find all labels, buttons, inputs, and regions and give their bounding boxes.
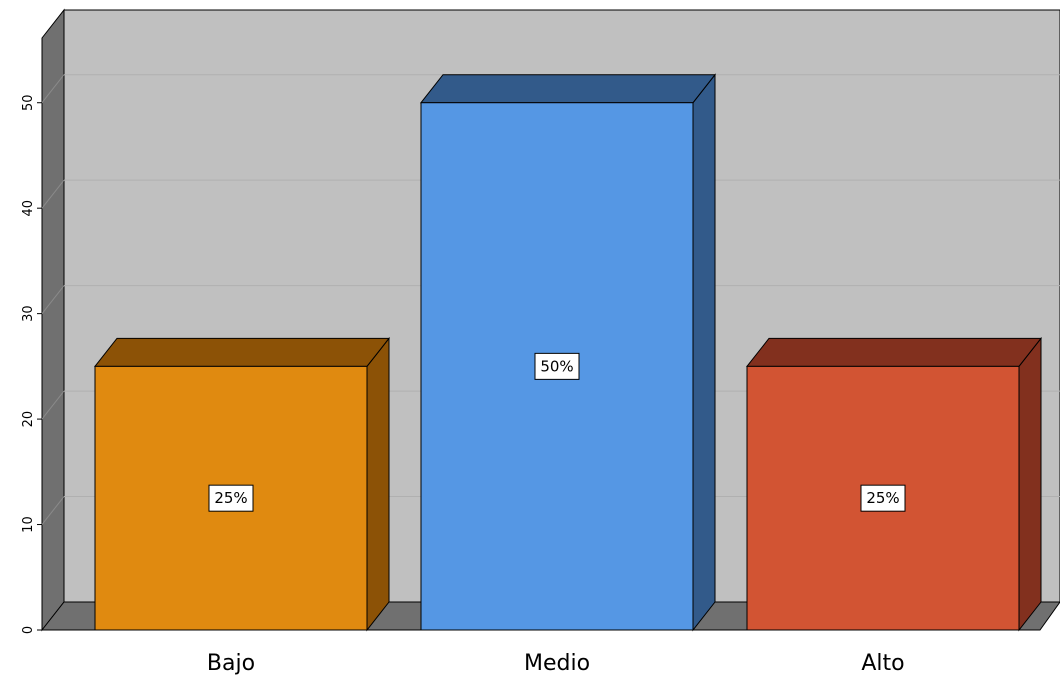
x-tick-label: Alto	[861, 651, 904, 676]
bar-alto	[745, 336, 1043, 632]
gridline-side	[41, 496, 65, 525]
y-tick-label: 20	[21, 411, 36, 428]
bar-side	[366, 336, 390, 632]
y-tick-label: 40	[21, 200, 36, 217]
data-label: 50%	[534, 352, 580, 380]
x-tick-label: Bajo	[207, 651, 255, 676]
left-wall	[41, 8, 65, 632]
bar-side	[1018, 336, 1042, 632]
bar-top	[93, 337, 391, 367]
x-axis: Bajo Medio Alto	[207, 651, 905, 676]
bar-bajo	[93, 336, 391, 632]
y-tick-label: 0	[21, 626, 36, 634]
gridline-side	[41, 285, 65, 314]
data-label-text: 25%	[866, 489, 899, 507]
data-label-box	[208, 484, 254, 512]
bar-top	[745, 337, 1043, 367]
x-tick-label: Medio	[524, 651, 590, 676]
gridline-side	[41, 74, 65, 104]
y-axis: 0 10 20 30 40 50	[21, 94, 42, 634]
data-label-text: 25%	[214, 489, 247, 507]
data-label-text: 50%	[540, 357, 573, 375]
data-label-box	[534, 352, 580, 380]
gridline-side	[41, 179, 65, 209]
y-tick-label: 30	[21, 305, 36, 322]
y-tick-label: 50	[21, 94, 36, 111]
data-label-box	[860, 484, 906, 512]
data-label: 25%	[860, 484, 906, 512]
bar-side	[692, 73, 716, 632]
y-tick-label: 10	[21, 516, 36, 533]
data-label: 25%	[208, 484, 254, 512]
bar-top	[419, 74, 717, 104]
bar-medio	[419, 73, 717, 632]
data-labels: 25% 50% 25%	[208, 352, 906, 512]
gridline-side	[41, 390, 65, 420]
